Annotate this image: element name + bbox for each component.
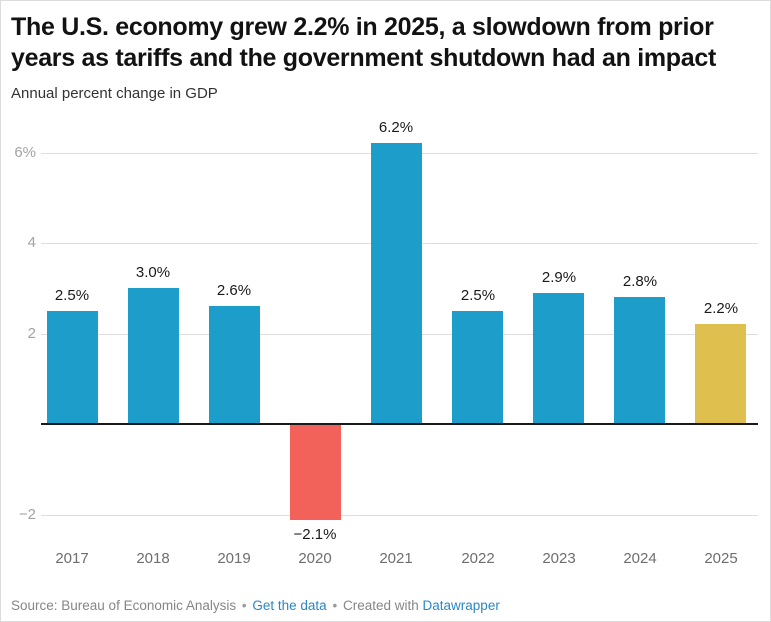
x-axis-label-2020: 2020 [298, 550, 332, 567]
x-axis-label-2018: 2018 [136, 550, 170, 567]
created-with-text: Created with [342, 598, 419, 613]
bar-2019 [209, 306, 260, 424]
bar-2017 [47, 311, 98, 424]
x-axis-label-2021: 2021 [379, 550, 413, 567]
bar-value-label-2025: 2.2% [703, 300, 739, 317]
x-axis-label-2025: 2025 [704, 550, 738, 567]
footer-separator-2: • [332, 598, 338, 613]
bar-value-label-2023: 2.9% [541, 269, 577, 286]
bar-2018 [128, 288, 179, 424]
y-axis-tick-label: 4 [27, 234, 36, 251]
bar-chart: 6% 4 2 −2 2.5% 2017 3.0% 2018 2.6% 2019 −2.1% 2020 6… [1, 113, 770, 576]
footer-separator: • [241, 598, 247, 613]
bar-value-label-2021: 6.2% [378, 119, 414, 136]
bar-value-label-2022: 2.5% [460, 287, 496, 304]
chart-subtitle: Annual percent change in GDP [11, 85, 218, 102]
y-axis-tick-label: 2 [27, 325, 36, 342]
x-axis-label-2019: 2019 [217, 550, 251, 567]
y-axis-tick-label: 6% [14, 144, 36, 161]
bar-2023 [533, 293, 584, 424]
x-axis-label-2023: 2023 [542, 550, 576, 567]
get-the-data-link[interactable]: Get the data [252, 598, 327, 613]
bar-2020 [290, 425, 341, 520]
bar-2022 [452, 311, 503, 424]
chart-title: The U.S. economy grew 2.2% in 2025, a sl… [11, 13, 716, 72]
bar-value-label-2017: 2.5% [54, 287, 90, 304]
source-text: Source: Bureau of Economic Analysis [11, 598, 237, 613]
datawrapper-link[interactable]: Datawrapper [422, 598, 500, 613]
bar-value-label-2024: 2.8% [622, 273, 658, 290]
y-axis-tick-label: −2 [18, 506, 36, 523]
bar-value-label-2018: 3.0% [135, 264, 171, 281]
gridline-−2 [41, 515, 758, 516]
bar-2021 [371, 143, 422, 424]
x-axis-label-2024: 2024 [623, 550, 657, 567]
x-axis-label-2022: 2022 [461, 550, 495, 567]
chart-footer: Source: Bureau of Economic Analysis • Ge… [11, 598, 500, 613]
bar-value-label-2019: 2.6% [216, 282, 252, 299]
x-axis-label-2017: 2017 [55, 550, 89, 567]
zero-baseline [41, 423, 758, 425]
bar-2024 [614, 297, 665, 424]
bar-2025 [695, 324, 746, 424]
bar-value-label-2020: −2.1% [293, 526, 337, 543]
